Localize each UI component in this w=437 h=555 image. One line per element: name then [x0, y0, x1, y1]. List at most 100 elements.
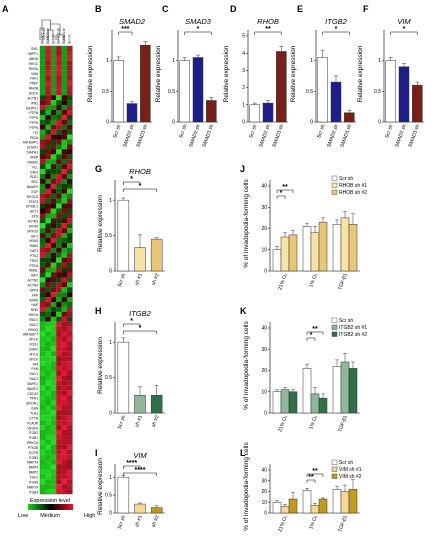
heatmap-gene-label: ITGB3: [29, 490, 38, 494]
heatmap-gene-label: MMP14: [27, 485, 38, 489]
y-tick-label: 1: [378, 58, 381, 64]
heatmap-cell: [67, 439, 73, 445]
x-tick-label: sh #1: [134, 414, 144, 428]
heatmap-cell: [56, 114, 62, 120]
heatmap-cell: [56, 119, 62, 125]
heatmap-cell: [56, 134, 62, 140]
heatmap-gene-label: RHOA: [29, 67, 39, 71]
heatmap-cell: [61, 238, 68, 244]
heatmap-cell: [40, 105, 46, 111]
heatmap-cell: [50, 311, 57, 317]
heatmap-gene-label: RHOH: [29, 313, 39, 317]
heatmap-cell: [67, 110, 73, 116]
heatmap-gene-label: IT2: [33, 131, 38, 135]
panel-label: G: [95, 164, 102, 174]
heatmap-cell: [40, 444, 46, 450]
y-tick-label: 30: [261, 478, 267, 484]
heatmap-cell: [40, 208, 46, 214]
heatmap-cell: [56, 459, 62, 465]
y-axis-label: % of invadopodia-forming cells: [243, 320, 250, 409]
heatmap-gene-label: ITGB3: [29, 456, 38, 460]
heatmap-gene-label: VMA: [31, 72, 39, 76]
heatmap-cell: [61, 55, 68, 61]
heatmap-cell: [45, 267, 51, 273]
heatmap-gene-label: PTRN: [29, 111, 38, 115]
heatmap-cell: [61, 287, 68, 293]
heatmap-cell: [50, 60, 57, 66]
bar: [150, 395, 163, 414]
heatmap-cell: [50, 262, 57, 268]
heatmap-cell: [45, 464, 51, 470]
heatmap-cell: [50, 415, 57, 421]
heatmap-cell: [61, 80, 68, 86]
heatmap-gene-label: RAC2: [29, 323, 38, 327]
bar: [344, 112, 355, 123]
heatmap-cell: [40, 60, 46, 66]
heatmap-cell: [45, 178, 51, 184]
y-axis-label: Relative expression: [87, 45, 94, 102]
heatmap-cell: [61, 484, 68, 490]
heatmap-cell: [56, 316, 62, 322]
heatmap-cell: [40, 425, 46, 431]
heatmap-cell: [56, 80, 62, 86]
heatmap-cell: [50, 430, 57, 436]
heatmap-cell: [45, 65, 51, 71]
heatmap-cell: [40, 193, 46, 199]
heatmap-cell: [40, 484, 46, 490]
heatmap-gene-label: WASL: [29, 269, 38, 273]
heatmap-cell: [67, 420, 73, 426]
panel-label: K: [240, 306, 247, 316]
panel-label: J: [240, 164, 245, 174]
heatmap-cell: [40, 297, 46, 303]
bar: [262, 102, 274, 123]
heatmap-cell: [67, 380, 73, 386]
y-axis-label: Relative expression: [223, 45, 230, 102]
heatmap-cell: [56, 169, 62, 175]
x-tick-label: TGF-β1: [337, 272, 349, 291]
chart-title: RHOB: [257, 17, 279, 26]
x-tick-label: 21% O₂: [277, 415, 289, 433]
heatmap-gene-label: ACTN4: [28, 283, 39, 287]
heatmap-column-label: Scr sh: [68, 34, 72, 44]
heatmap-cell: [50, 326, 57, 332]
x-tick-label: SMAD2 sh: [258, 123, 272, 148]
heatmap-cell: [67, 233, 73, 239]
bar: [272, 391, 282, 414]
heatmap-cell: [61, 213, 68, 219]
bar: [318, 498, 328, 514]
legend-high: High: [84, 513, 95, 519]
heatmap-cell: [50, 242, 57, 248]
heatmap-cell: [56, 267, 62, 273]
y-tick-label: 10: [261, 500, 267, 506]
heatmap-cell: [61, 341, 68, 347]
bar: [348, 489, 358, 514]
heatmap-cell: [40, 144, 46, 150]
heatmap-cell: [56, 439, 62, 445]
heatmap-cell: [50, 100, 57, 106]
heatmap-cell: [67, 385, 73, 391]
heatmap-cell: [40, 272, 46, 278]
heatmap-cell: [45, 188, 51, 194]
heatmap-cell: [67, 60, 73, 66]
y-tick-label: 0: [264, 411, 267, 417]
heatmap-cell: [67, 277, 73, 283]
heatmap-cell: [45, 316, 51, 322]
heatmap-cell: [40, 100, 46, 106]
heatmap-cell: [67, 149, 73, 155]
heatmap-cell: [56, 405, 62, 411]
heatmap-cell: [67, 484, 73, 490]
heatmap-cell: [56, 277, 62, 283]
heatmap-cell: [40, 159, 46, 165]
y-tick-label: 0: [109, 269, 112, 275]
heatmap-cell: [61, 154, 68, 160]
heatmap-gene-label: PTK2: [30, 254, 38, 258]
heatmap-cell: [56, 282, 62, 288]
heatmap-cell: [56, 474, 62, 480]
heatmap-cell: [67, 405, 73, 411]
significance-label: *: [130, 318, 133, 325]
heatmap-cell: [61, 385, 68, 391]
heatmap-cell: [45, 366, 51, 372]
